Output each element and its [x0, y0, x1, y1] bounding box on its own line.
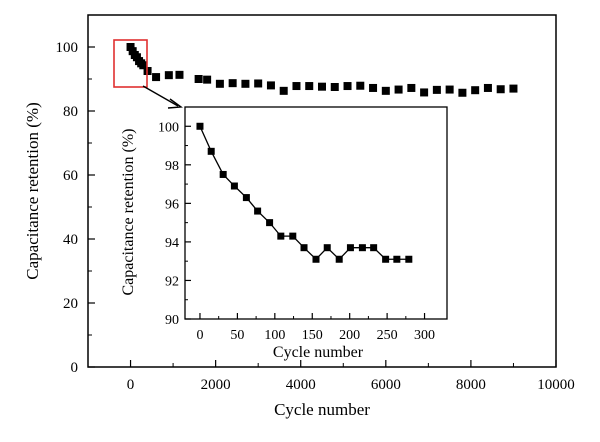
data-point: [292, 82, 301, 91]
data-point: [228, 79, 237, 88]
data-point: [458, 88, 467, 97]
data-point: [405, 255, 413, 263]
data-point: [432, 85, 441, 94]
x-tick-label: 10000: [537, 377, 575, 393]
data-point: [139, 61, 148, 70]
y-tick-label: 96: [165, 197, 179, 212]
data-point: [420, 88, 429, 97]
x-tick-label: 4000: [286, 377, 316, 393]
x-tick-label: 300: [414, 328, 435, 343]
y-tick-label: 98: [165, 159, 179, 174]
data-point: [407, 83, 416, 92]
y-tick-label: 80: [63, 104, 78, 120]
data-point: [335, 255, 343, 263]
y-tick-label: 100: [56, 40, 79, 56]
data-point: [343, 82, 352, 91]
x-tick-label: 2000: [201, 377, 231, 393]
x-tick-label: 100: [264, 328, 285, 343]
data-point: [254, 79, 263, 88]
main-series: [126, 43, 518, 97]
data-point: [194, 75, 203, 83]
data-point: [312, 255, 320, 263]
data-point: [318, 82, 326, 91]
data-point: [203, 75, 212, 84]
y-tick-label: 90: [165, 313, 179, 328]
highlight-box: [113, 39, 148, 88]
y-tick-label: 60: [63, 168, 78, 184]
x-tick-label: 0: [127, 377, 135, 393]
inset-plot-frame: [184, 106, 448, 320]
x-tick-label: 150: [302, 328, 323, 343]
inset-ticks: [185, 125, 426, 320]
y-tick-label: 92: [165, 274, 179, 289]
main-y-axis-title: Capacitance retention (%): [23, 102, 42, 279]
data-point: [305, 82, 314, 91]
data-point: [330, 83, 339, 91]
y-tick-label: 0: [71, 360, 79, 376]
data-point: [266, 81, 275, 90]
main-ticks: [88, 46, 557, 368]
x-tick-label: 6000: [371, 377, 401, 393]
data-point: [300, 244, 308, 252]
y-tick-label: 94: [165, 236, 179, 251]
data-point: [175, 70, 184, 79]
data-point: [219, 170, 227, 178]
data-point: [370, 244, 378, 252]
zoom-arrow-line: [142, 85, 179, 107]
data-point: [358, 244, 366, 252]
data-point: [323, 244, 331, 252]
data-point: [483, 83, 492, 92]
data-point: [207, 147, 215, 155]
data-point: [126, 43, 135, 51]
data-point: [369, 83, 378, 92]
inset-background: [185, 107, 447, 319]
data-point: [279, 86, 288, 95]
data-point: [254, 207, 262, 215]
inset-series: [196, 122, 413, 263]
main-plot-frame: [87, 14, 557, 368]
inset-plot: 0 50 100 150 200 250 300 90 92 94 96 98 100 Cycle nu…: [120, 106, 448, 361]
data-point: [266, 219, 274, 227]
x-tick-label: 200: [339, 328, 360, 343]
data-point: [393, 255, 401, 263]
x-tick-label: 8000: [456, 377, 486, 393]
data-point: [394, 85, 403, 94]
y-tick-label: 100: [158, 120, 179, 135]
data-point: [242, 194, 250, 202]
data-point: [152, 73, 161, 82]
inset-y-axis-title: Capacitance retention (%): [120, 128, 137, 295]
data-point: [445, 85, 454, 94]
data-point: [382, 255, 390, 263]
data-point: [196, 122, 204, 130]
data-point: [509, 84, 518, 93]
inset-x-axis-title: Cycle number: [273, 344, 364, 361]
data-point: [230, 182, 238, 190]
y-tick-label: 20: [63, 296, 78, 312]
data-point: [277, 232, 285, 240]
data-point: [496, 85, 505, 94]
inset-tick-labels: 0 50 100 150 200 250 300 90 92 94 96 98 100: [158, 120, 435, 343]
y-tick-label: 40: [63, 232, 78, 248]
data-point: [346, 244, 354, 252]
zoom-arrow-head: [167, 98, 183, 109]
data-point: [241, 79, 250, 88]
data-point: [215, 79, 224, 88]
x-tick-label: 0: [196, 328, 203, 343]
data-point: [381, 86, 390, 95]
data-point: [471, 86, 480, 95]
x-tick-label: 250: [377, 328, 398, 343]
data-point: [289, 232, 297, 240]
main-x-axis-title: Cycle number: [274, 400, 370, 419]
x-tick-label: 50: [230, 328, 244, 343]
data-point: [356, 81, 365, 90]
data-point: [164, 71, 173, 80]
